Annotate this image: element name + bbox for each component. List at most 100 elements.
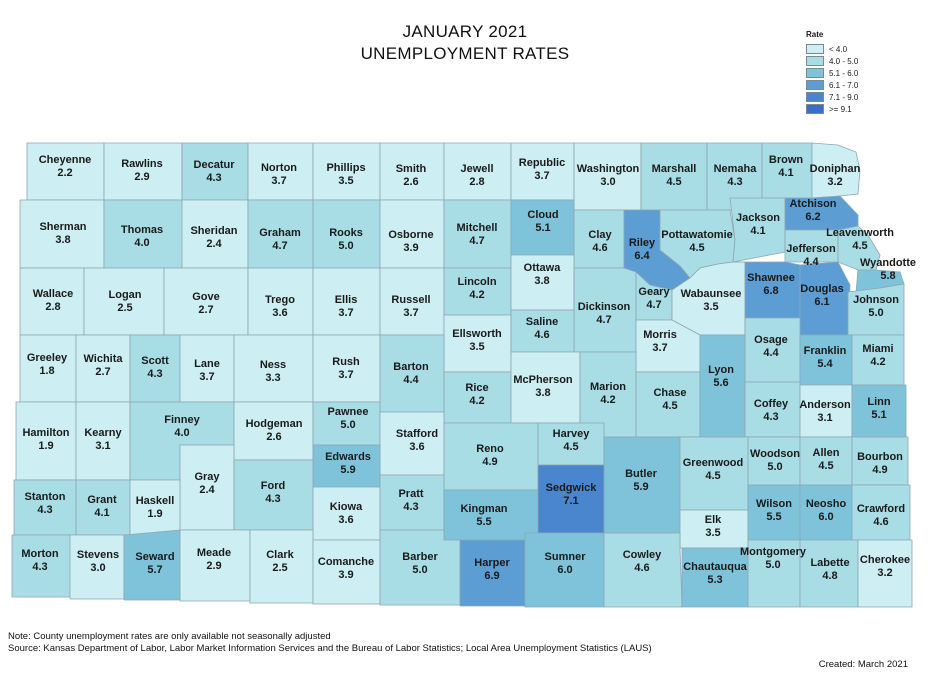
county-name-chautauqua: Chautauqua [683, 561, 747, 573]
county-name-smith: Smith [396, 163, 427, 175]
county-rate-jewell: 2.8 [469, 176, 484, 188]
county-name-miami: Miami [862, 343, 893, 355]
county-rate-allen: 4.5 [818, 460, 833, 472]
county-name-reno: Reno [476, 443, 504, 455]
county-name-osborne: Osborne [388, 229, 433, 241]
county-rate-morris: 3.7 [652, 342, 667, 354]
county-name-sedgwick: Sedgwick [546, 482, 598, 494]
county-name-rooks: Rooks [329, 227, 363, 239]
county-rate-doniphan: 3.2 [827, 176, 842, 188]
legend-item: 7.1 - 9.0 [806, 91, 858, 103]
legend-swatch [806, 44, 824, 54]
legend-label: 7.1 - 9.0 [829, 92, 859, 102]
county-rate-kingman: 5.5 [476, 516, 491, 528]
county-jackson [729, 197, 786, 263]
county-name-elk: Elk [705, 514, 722, 526]
county-name-haskell: Haskell [136, 495, 175, 507]
county-rate-meade: 2.9 [206, 560, 221, 572]
county-rate-scott: 4.3 [147, 368, 162, 380]
county-name-republic: Republic [519, 157, 565, 169]
county-name-coffey: Coffey [754, 398, 789, 410]
county-name-stevens: Stevens [77, 549, 119, 561]
county-name-montgomery: Montgomery [740, 546, 807, 558]
county-rate-edwards: 5.9 [340, 464, 355, 476]
county-name-bourbon: Bourbon [857, 451, 903, 463]
county-rate-decatur: 4.3 [206, 172, 221, 184]
county-name-ottawa: Ottawa [524, 262, 562, 274]
county-rate-kiowa: 3.6 [338, 514, 353, 526]
county-name-sumner: Sumner [545, 551, 587, 563]
county-rate-wichita: 2.7 [95, 366, 110, 378]
county-rate-wabaunsee: 3.5 [703, 301, 718, 313]
county-rate-sherman: 3.8 [55, 234, 70, 246]
county-name-marshall: Marshall [652, 163, 697, 175]
legend-item: < 4.0 [806, 43, 858, 55]
county-name-stanton: Stanton [25, 491, 66, 503]
county-name-meade: Meade [197, 547, 231, 559]
county-rate-anderson: 3.1 [817, 412, 832, 424]
map-title-line2: UNEMPLOYMENT RATES [360, 44, 570, 63]
county-rate-osage: 4.4 [763, 347, 779, 359]
county-name-harper: Harper [474, 557, 510, 569]
county-rate-smith: 2.6 [403, 176, 418, 188]
county-name-clark: Clark [266, 549, 294, 561]
county-mitchell [443, 199, 512, 269]
county-rate-gray: 2.4 [199, 484, 215, 496]
county-name-clay: Clay [588, 229, 612, 241]
county-cowley [603, 532, 683, 608]
county-name-crawford: Crawford [857, 503, 905, 515]
county-name-labette: Labette [810, 557, 849, 569]
county-name-hamilton: Hamilton [22, 427, 69, 439]
county-name-wabaunsee: Wabaunsee [681, 288, 742, 300]
county-rate-franklin: 5.4 [817, 358, 833, 370]
county-rate-jackson: 4.1 [750, 225, 765, 237]
county-rate-ellsworth: 3.5 [469, 341, 484, 353]
county-name-pratt: Pratt [398, 488, 423, 500]
county-name-ellis: Ellis [335, 294, 358, 306]
county-name-franklin: Franklin [804, 345, 847, 357]
county-rate-rush: 3.7 [338, 369, 353, 381]
legend: Rate < 4.0 4.0 - 5.0 5.1 - 6.0 6.1 - 7.0 7.1… [806, 30, 858, 115]
county-rate-riley: 6.4 [634, 250, 650, 262]
county-rate-montgomery: 5.0 [765, 559, 780, 571]
county-name-pawnee: Pawnee [328, 406, 369, 418]
county-name-allen: Allen [813, 447, 840, 459]
county-name-pottawatomie: Pottawatomie [661, 229, 733, 241]
county-name-washington: Washington [577, 163, 640, 175]
county-name-graham: Graham [259, 227, 301, 239]
county-name-logan: Logan [109, 289, 142, 301]
county-rate-nemaha: 4.3 [727, 176, 742, 188]
county-name-jefferson: Jefferson [786, 243, 836, 255]
county-rate-miami: 4.2 [870, 356, 885, 368]
created-date: Created: March 2021 [818, 659, 908, 670]
county-anderson [799, 384, 853, 438]
county-rate-rawlins: 2.9 [134, 171, 149, 183]
county-name-atchison: Atchison [789, 198, 836, 210]
county-name-anderson: Anderson [799, 399, 851, 411]
legend-item: >= 9.1 [806, 103, 858, 115]
county-rate-sheridan: 2.4 [206, 238, 222, 250]
county-name-ellsworth: Ellsworth [452, 328, 502, 340]
county-rate-comanche: 3.9 [338, 569, 353, 581]
county-rate-dickinson: 4.7 [596, 314, 611, 326]
county-rate-washington: 3.0 [600, 176, 615, 188]
footnotes: Note: County unemployment rates are only… [8, 631, 652, 655]
county-rate-pawnee: 5.0 [340, 419, 355, 431]
county-name-sheridan: Sheridan [190, 225, 237, 237]
county-name-phillips: Phillips [326, 162, 365, 174]
county-name-nemaha: Nemaha [714, 163, 758, 175]
county-rate-stanton: 4.3 [37, 504, 52, 516]
county-name-morton: Morton [21, 548, 59, 560]
county-rate-butler: 5.9 [633, 481, 648, 493]
county-rate-woodson: 5.0 [767, 461, 782, 473]
legend-swatch [806, 80, 824, 90]
county-rate-phillips: 3.5 [338, 175, 353, 187]
county-rate-clay: 4.6 [592, 242, 607, 254]
county-rate-cowley: 4.6 [634, 562, 649, 574]
county-name-shawnee: Shawnee [747, 272, 795, 284]
county-rate-coffey: 4.3 [763, 411, 778, 423]
county-rate-harper: 6.9 [484, 570, 499, 582]
county-rate-pottawatomie: 4.5 [689, 242, 704, 254]
legend-label: 5.1 - 6.0 [829, 68, 859, 78]
